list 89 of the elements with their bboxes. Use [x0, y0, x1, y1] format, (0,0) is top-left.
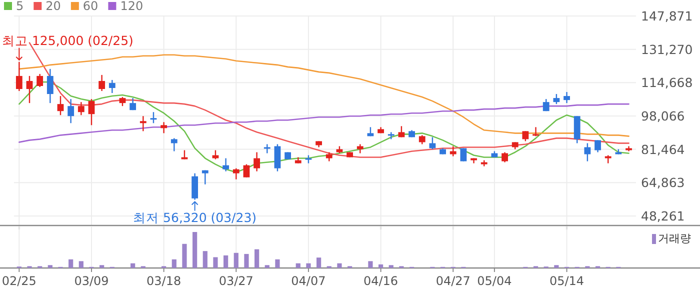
- bar: [130, 263, 136, 268]
- candlestick: [264, 144, 270, 154]
- bar: [244, 254, 249, 268]
- candlestick: [502, 152, 508, 163]
- bar: [100, 265, 104, 268]
- y-tick-label: 147,871: [641, 8, 693, 24]
- candlestick: [36, 73, 44, 88]
- candlestick: [418, 134, 426, 145]
- candlestick: [130, 97, 136, 111]
- bar: [264, 265, 270, 268]
- candlestick: [553, 93, 560, 105]
- candlestick: [522, 130, 529, 142]
- x-tick-label: 03/18: [146, 274, 182, 288]
- candlestick: [160, 122, 168, 134]
- bar: [182, 244, 187, 268]
- candlestick: [584, 142, 591, 162]
- candlestick: [170, 138, 178, 152]
- candlestick: [16, 61, 22, 92]
- bar: [48, 265, 52, 268]
- bar: [213, 257, 218, 268]
- candlestick: [192, 172, 198, 200]
- bar: [172, 259, 176, 268]
- candlestick: [274, 144, 281, 172]
- candlestick: [140, 116, 146, 132]
- candlestick: [78, 101, 84, 116]
- y-tick-label: 98,066: [641, 108, 685, 124]
- candlestick: [181, 150, 188, 160]
- legend-label: 60: [82, 0, 98, 13]
- candlestick: [564, 91, 570, 104]
- candlestick: [326, 152, 332, 162]
- candlestick: [232, 168, 240, 180]
- bar: [202, 251, 208, 268]
- bar: [224, 255, 228, 268]
- candlestick: [46, 68, 54, 104]
- x-tick-label: 05/04: [477, 274, 512, 288]
- bar: [368, 261, 373, 268]
- bar: [78, 261, 84, 268]
- x-tick-label: 04/27: [436, 274, 470, 288]
- candlestick: [429, 136, 436, 150]
- candlestick: [108, 79, 116, 94]
- candlestick: [202, 170, 208, 185]
- bar: [68, 259, 74, 268]
- bar: [254, 249, 260, 268]
- candlestick: [532, 126, 539, 137]
- legend-label: 120: [120, 0, 144, 13]
- annotation: 최고 125,000 (02/25): [2, 32, 134, 48]
- y-tick-label: 114,668: [641, 75, 693, 90]
- bar: [192, 232, 198, 268]
- legend-label: 거래량: [658, 232, 691, 245]
- candlestick: [68, 98, 74, 124]
- candlestick: [150, 111, 157, 124]
- x-tick-label: 03/27: [218, 274, 254, 288]
- x-tick-label: 04/16: [363, 274, 398, 288]
- candlestick: [542, 98, 550, 112]
- y-tick-label: 81,464: [641, 142, 685, 157]
- candlestick: [98, 74, 106, 92]
- bar: [554, 265, 559, 268]
- candlestick: [222, 158, 230, 172]
- candlestick: [460, 148, 467, 162]
- candlestick: [254, 152, 260, 172]
- bar: [275, 259, 280, 268]
- annotation: 최저 56,320 (03/23): [133, 210, 257, 225]
- candlestick: [212, 150, 219, 160]
- legend-label: 5: [16, 0, 24, 13]
- bar: [388, 265, 394, 268]
- bar: [306, 263, 311, 268]
- candlestick: [243, 164, 250, 178]
- candlestick: [356, 144, 364, 154]
- bar: [316, 258, 322, 268]
- candlestick: [594, 140, 601, 153]
- x-tick-label: 05/14: [549, 274, 584, 288]
- y-tick-label: 48,261: [641, 208, 685, 224]
- x-tick-label: 03/09: [74, 274, 109, 288]
- candlestick: [57, 95, 64, 116]
- candlestick: [88, 98, 95, 126]
- line-series: [18, 103, 630, 143]
- candlestick: [26, 75, 33, 104]
- x-tick-label: 02/25: [2, 274, 36, 288]
- candlestick: [450, 146, 456, 157]
- bar: [296, 263, 300, 268]
- candlestick: [119, 96, 126, 107]
- x-tick-label: 04/07: [291, 274, 326, 288]
- bar: [378, 264, 384, 268]
- y-tick-label: 64,863: [641, 175, 685, 190]
- candlestick: [574, 116, 580, 144]
- y-tick-label: 131,270: [641, 42, 693, 57]
- bar: [337, 263, 342, 268]
- legend-label: 20: [46, 0, 61, 13]
- bar: [234, 252, 238, 268]
